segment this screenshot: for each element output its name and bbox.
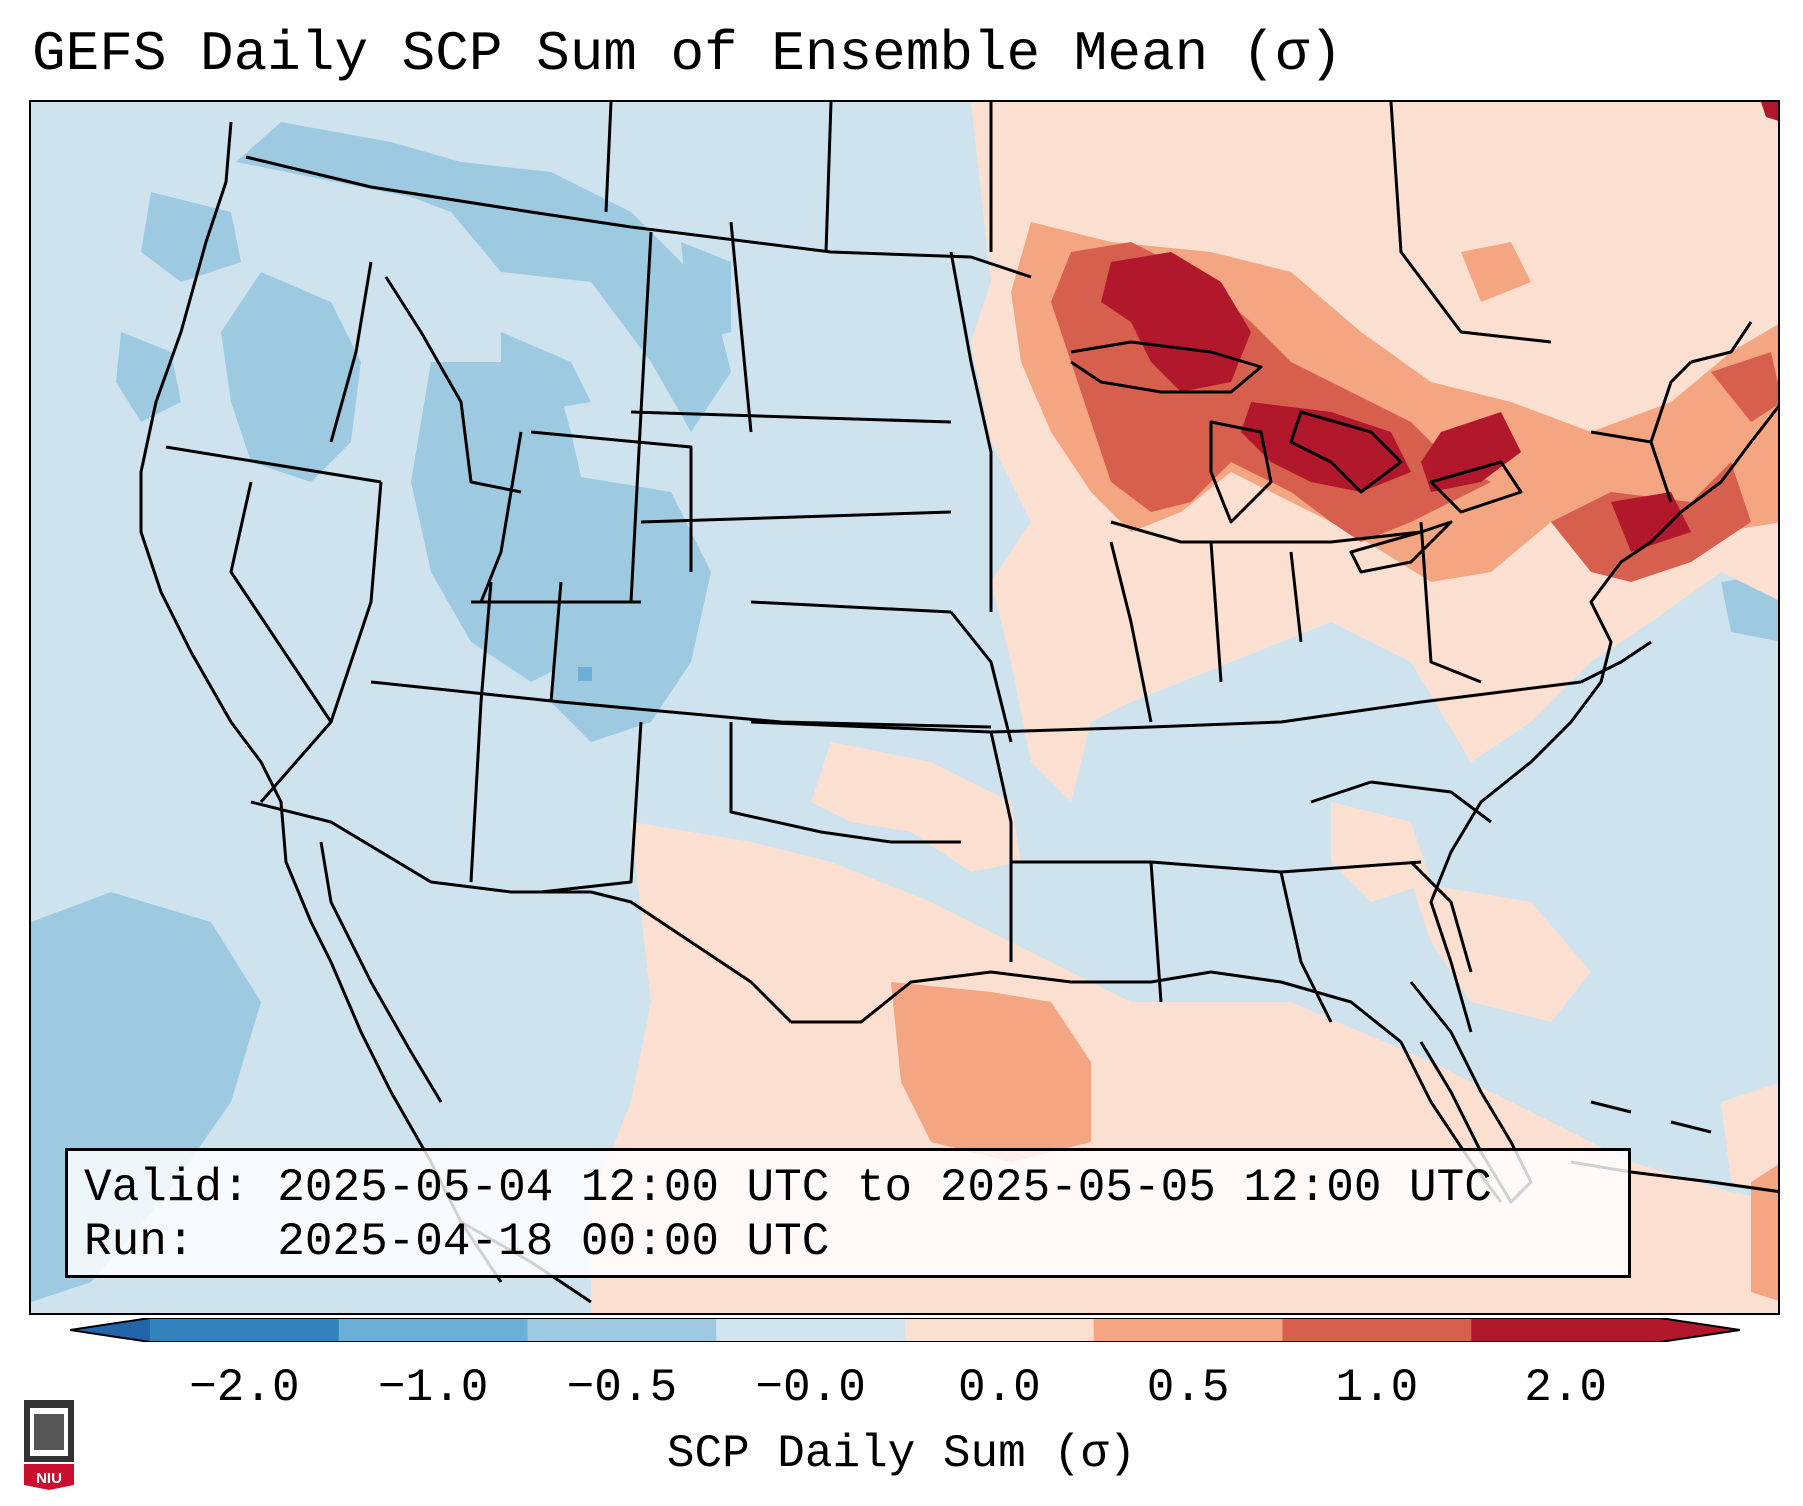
map-panel — [29, 100, 1780, 1315]
colorbar-segment — [150, 1318, 340, 1342]
run-value: 2025-04-18 00:00 UTC — [277, 1216, 830, 1268]
colorbar-segment — [338, 1318, 528, 1342]
colorbar-segments — [70, 1318, 1740, 1342]
colorbar-tick-label: −1.0 — [377, 1362, 489, 1414]
colorbar-tick-label: 2.0 — [1524, 1362, 1608, 1414]
valid-label: Valid: — [84, 1162, 250, 1214]
colorbar-segment — [1471, 1318, 1661, 1342]
colorbar-tick-label: −0.0 — [755, 1362, 866, 1414]
svg-text:NIU: NIU — [36, 1470, 62, 1487]
run-label: Run: — [84, 1216, 195, 1268]
colorbar-tick-label: 1.0 — [1335, 1362, 1419, 1414]
run-time-line: Run: 2025-04-18 00:00 UTC — [84, 1215, 1628, 1269]
niu-logo: NIU — [24, 1400, 74, 1490]
colorbar-label: SCP Daily Sum (σ) — [666, 1428, 1137, 1480]
colorbar-segment — [527, 1318, 717, 1342]
negative-anomaly-regions — [31, 122, 1778, 1302]
colorbar-segment — [1093, 1318, 1283, 1342]
very-strong-positive-regions — [1101, 102, 1778, 552]
darker-negative-spots — [578, 667, 592, 681]
colorbar-segment — [905, 1318, 1095, 1342]
boundaries — [139, 102, 1778, 1304]
colorbar-tick-label: −2.0 — [189, 1362, 300, 1414]
chart-title: GEFS Daily SCP Sum of Ensemble Mean (σ) — [32, 22, 1343, 86]
colorbar-segment — [1282, 1318, 1472, 1342]
colorbar-tick-label: 0.0 — [957, 1362, 1041, 1414]
colorbar-extend-high — [1660, 1318, 1740, 1342]
valid-run-info-box: Valid: 2025-05-04 12:00 UTC to 2025-05-0… — [65, 1148, 1631, 1278]
colorbar — [70, 1318, 1741, 1342]
map-canvas — [31, 102, 1778, 1313]
colorbar-segment — [716, 1318, 906, 1342]
valid-time-line: Valid: 2025-05-04 12:00 UTC to 2025-05-0… — [84, 1161, 1628, 1215]
colorbar-tick-label: −0.5 — [566, 1362, 678, 1414]
colorbar-extend-low — [70, 1318, 150, 1342]
colorbar-tick-label: 0.5 — [1146, 1362, 1230, 1414]
valid-value: 2025-05-04 12:00 UTC to 2025-05-05 12:00… — [277, 1162, 1492, 1214]
